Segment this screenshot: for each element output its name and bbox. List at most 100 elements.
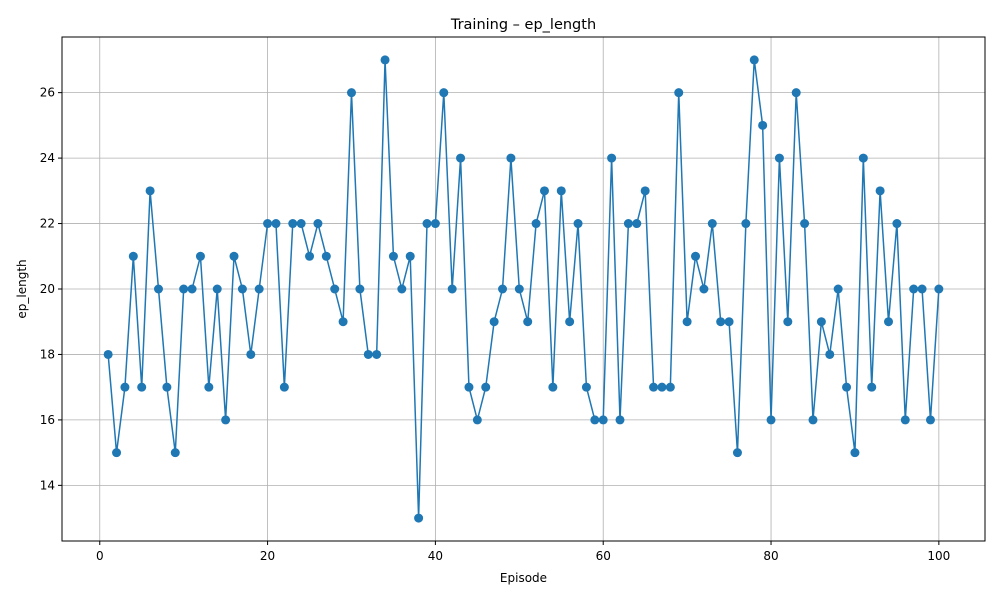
data-point (607, 153, 617, 163)
data-point (565, 317, 575, 327)
data-point (623, 219, 633, 229)
data-point (279, 382, 289, 392)
data-point (346, 88, 356, 98)
data-point (732, 448, 742, 458)
data-point (388, 251, 398, 261)
data-point (691, 251, 701, 261)
data-point (816, 317, 826, 327)
data-point (212, 284, 222, 294)
data-point (204, 382, 214, 392)
x-tick-label: 80 (763, 549, 778, 563)
data-point (615, 415, 625, 425)
data-point (363, 349, 373, 359)
data-point (934, 284, 944, 294)
data-point (917, 284, 927, 294)
data-point (556, 186, 566, 196)
data-point (221, 415, 231, 425)
data-point (464, 382, 474, 392)
data-point (296, 219, 306, 229)
data-point (506, 153, 516, 163)
data-point (590, 415, 600, 425)
data-point (573, 219, 583, 229)
data-point (305, 251, 315, 261)
data-point (313, 219, 323, 229)
data-point (103, 349, 113, 359)
data-point (447, 284, 457, 294)
data-point (632, 219, 642, 229)
data-point (800, 219, 810, 229)
data-point (858, 153, 868, 163)
data-point (833, 284, 843, 294)
data-point (179, 284, 189, 294)
data-point (875, 186, 885, 196)
y-axis: 14 16 18 20 22 24 26 (40, 86, 62, 492)
data-point (842, 382, 852, 392)
data-point (850, 448, 860, 458)
x-tick-label: 60 (596, 549, 611, 563)
y-tick-label: 16 (40, 413, 55, 427)
data-point (548, 382, 558, 392)
data-point (481, 382, 491, 392)
data-point (640, 186, 650, 196)
data-point (414, 513, 424, 523)
data-point (892, 219, 902, 229)
data-point (128, 251, 138, 261)
data-point (741, 219, 751, 229)
data-point (380, 55, 390, 65)
data-point (808, 415, 818, 425)
data-point (372, 349, 382, 359)
data-point (263, 219, 273, 229)
y-axis-label: ep_length (15, 259, 29, 318)
data-point (716, 317, 726, 327)
data-point (170, 448, 180, 458)
data-point (749, 55, 759, 65)
data-point (674, 88, 684, 98)
chart-title: Training – ep_length (450, 17, 596, 33)
data-point (665, 382, 675, 392)
data-point (456, 153, 466, 163)
data-point (288, 219, 298, 229)
data-point (925, 415, 935, 425)
x-tick-label: 20 (260, 549, 275, 563)
data-point (598, 415, 608, 425)
data-point (430, 219, 440, 229)
data-point (355, 284, 365, 294)
data-point (900, 415, 910, 425)
data-point (825, 349, 835, 359)
data-point (397, 284, 407, 294)
data-point (783, 317, 793, 327)
x-axis: 0 20 40 60 80 100 (96, 541, 950, 563)
data-point (657, 382, 667, 392)
data-point (724, 317, 734, 327)
data-point (699, 284, 709, 294)
data-point (531, 219, 541, 229)
data-point (145, 186, 155, 196)
x-tick-label: 100 (927, 549, 950, 563)
data-point (766, 415, 776, 425)
data-point (254, 284, 264, 294)
data-point (237, 284, 247, 294)
data-point (523, 317, 533, 327)
y-tick-label: 24 (40, 151, 55, 165)
x-axis-label: Episode (500, 571, 547, 585)
data-point (338, 317, 348, 327)
data-point (321, 251, 331, 261)
data-point (229, 251, 239, 261)
data-point (909, 284, 919, 294)
data-point (246, 349, 256, 359)
data-point (187, 284, 197, 294)
data-point (271, 219, 281, 229)
data-point (514, 284, 524, 294)
data-point (439, 88, 449, 98)
y-tick-label: 14 (40, 478, 55, 492)
data-point (405, 251, 415, 261)
y-tick-label: 22 (40, 217, 55, 231)
x-tick-label: 40 (428, 549, 443, 563)
y-tick-label: 20 (40, 282, 55, 296)
data-point (137, 382, 147, 392)
data-point (195, 251, 205, 261)
data-point (162, 382, 172, 392)
y-tick-label: 26 (40, 86, 55, 100)
data-point (867, 382, 877, 392)
